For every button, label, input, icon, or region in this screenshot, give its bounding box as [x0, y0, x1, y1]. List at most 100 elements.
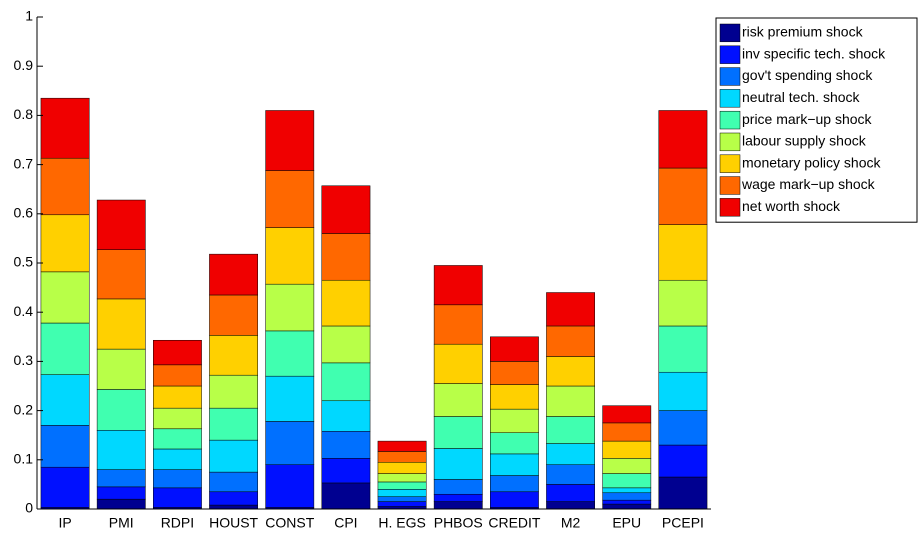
bar-segment	[490, 408, 539, 433]
bar-segment	[546, 325, 595, 357]
x-tick-label: RDPI	[161, 515, 194, 531]
bar-segment	[490, 361, 539, 385]
y-tick-label: 0.7	[14, 155, 34, 171]
bar-segment	[546, 443, 595, 465]
bar-segment	[265, 227, 315, 285]
bar-segment	[321, 458, 371, 484]
x-tick-label: CREDIT	[488, 515, 541, 531]
bar-segment	[40, 97, 90, 159]
bar-segment	[153, 487, 202, 508]
bar-segment	[96, 348, 146, 390]
legend-label: inv specific tech. shock	[742, 45, 886, 61]
legend-box	[715, 17, 918, 223]
bar-segment	[40, 271, 90, 324]
bar-segment	[321, 185, 371, 234]
bar-segment	[40, 374, 90, 426]
x-tick-label: IP	[58, 515, 71, 531]
legend-label: risk premium shock	[742, 24, 864, 40]
bar-segment	[602, 458, 652, 474]
legend-label: gov't spending shock	[742, 67, 873, 83]
bar-segment	[658, 476, 708, 510]
x-tick-label: CONST	[265, 515, 314, 531]
bar-segment	[153, 364, 202, 387]
bar-segment	[602, 499, 652, 505]
legend-swatch	[719, 89, 741, 108]
bar-segment	[153, 407, 202, 430]
legend-label: net worth shock	[742, 198, 841, 214]
bar-segment	[546, 292, 595, 327]
bar-segment	[377, 440, 427, 452]
bar-segment	[490, 491, 539, 508]
bar-segment	[433, 304, 483, 345]
bar-segment	[490, 432, 539, 455]
bar-segment	[490, 336, 539, 362]
bar-segment	[602, 440, 652, 459]
bar-segment	[209, 335, 258, 376]
y-tick-label: 0.6	[14, 205, 34, 221]
bar-segment	[40, 466, 90, 508]
bar-segment	[658, 110, 708, 169]
bar-segment	[96, 430, 146, 470]
bar-segment	[377, 489, 427, 497]
bar-segment	[377, 496, 427, 502]
bar-segment	[96, 486, 146, 500]
bar-segment	[433, 383, 483, 417]
x-tick-label: PMI	[109, 515, 134, 531]
bar-segment	[96, 199, 146, 250]
bar-segment	[209, 439, 258, 473]
x-tick-label: PCEPI	[662, 515, 704, 531]
bar-segment	[433, 265, 483, 306]
legend-swatch	[719, 198, 741, 217]
legend-label: labour supply shock	[742, 133, 867, 149]
bar-segment	[96, 298, 146, 350]
x-tick-label: CPI	[334, 515, 357, 531]
legend-label: wage mark−up shock	[741, 176, 876, 192]
bar-segment	[602, 487, 652, 494]
bar-segment	[321, 400, 371, 432]
bar-segment	[377, 501, 427, 507]
y-tick-label: 0.9	[14, 57, 34, 73]
legend-swatch	[719, 154, 741, 173]
y-tick-label: 0.5	[14, 254, 34, 270]
y-tick-label: 0.2	[14, 401, 34, 417]
bar-segment	[153, 428, 202, 450]
bar-segment	[153, 385, 202, 409]
x-tick-label: M2	[561, 515, 581, 531]
bar-segment	[209, 407, 258, 441]
x-tick-label: H. EGS	[378, 515, 425, 531]
bar-segment	[658, 224, 708, 281]
bar-segment	[209, 374, 258, 409]
bar-segment	[40, 322, 90, 375]
bar-segment	[321, 325, 371, 364]
bar-segment	[96, 498, 146, 510]
bar-segment	[377, 481, 427, 490]
bar-segment	[602, 503, 652, 510]
bar-segment	[490, 384, 539, 410]
bar-segment	[433, 479, 483, 495]
bar-segment	[265, 375, 315, 422]
bar-segment	[265, 421, 315, 465]
bar-segment	[96, 249, 146, 300]
bar-segment	[602, 422, 652, 442]
bar-segment	[658, 167, 708, 225]
bar-segment	[658, 371, 708, 411]
bar-segment	[602, 473, 652, 489]
y-tick-label: 0.1	[14, 451, 34, 467]
bar-segment	[265, 464, 315, 508]
x-tick-label: EPU	[612, 515, 641, 531]
bar-segment	[546, 484, 595, 502]
legend-swatch	[719, 67, 741, 86]
bar-segment	[546, 385, 595, 417]
y-tick-label: 0	[25, 500, 33, 516]
bar-segment	[265, 330, 315, 377]
bar-segment	[321, 431, 371, 459]
bar-segment	[209, 253, 258, 296]
bar-segment	[96, 469, 146, 488]
bar-segment	[433, 501, 483, 510]
y-tick-label: 0.8	[14, 106, 34, 122]
bar-segment	[433, 343, 483, 384]
bar-segment	[96, 389, 146, 431]
bar-segment	[658, 444, 708, 478]
bar-segment	[490, 475, 539, 493]
